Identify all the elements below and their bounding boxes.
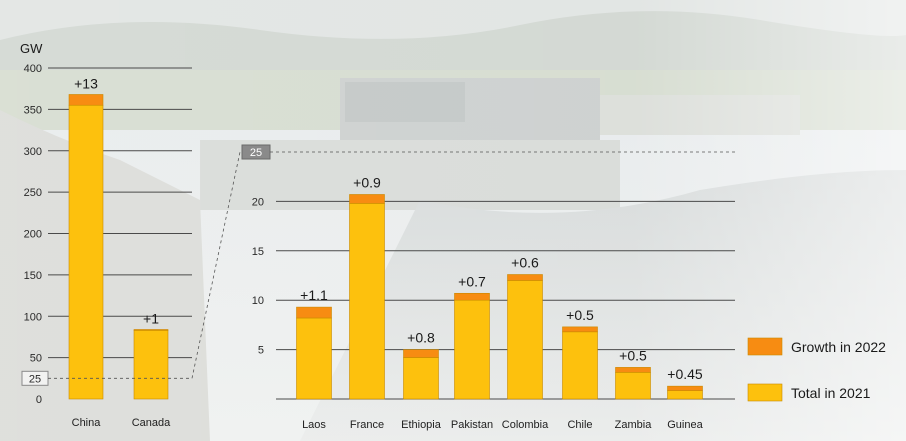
left-y-tick-label: 350: [24, 104, 42, 116]
right-y-tick-label: 20: [252, 196, 264, 208]
bar-total-2021: [349, 203, 385, 400]
left-y-tick-label: 100: [24, 311, 42, 323]
right-y-tick-label: 15: [252, 246, 264, 258]
bar-data-label: +1: [143, 310, 159, 326]
bar-data-label: +13: [74, 75, 98, 91]
bar-total-2021: [615, 372, 651, 400]
bar-growth-2022: [296, 306, 332, 319]
bar-data-label: +0.9: [353, 174, 381, 190]
bar-data-label: +0.7: [458, 273, 486, 289]
left-y-tick-label: 250: [24, 187, 42, 199]
bar-data-label: +0.5: [619, 347, 647, 363]
bar-data-label: +0.5: [566, 307, 594, 323]
left-y-tick-label: 400: [24, 63, 42, 75]
bar-total-2021: [507, 280, 543, 400]
x-category-label: Ethiopia: [401, 419, 442, 431]
left-y-tick-label: 150: [24, 270, 42, 282]
y-unit-label: GW: [20, 41, 43, 56]
bar-total-2021: [296, 317, 332, 400]
bar-data-label: +0.6: [511, 255, 539, 271]
left-y-tick-label: 200: [24, 229, 42, 241]
bar-growth-2022: [68, 94, 104, 106]
bar-growth-2022: [454, 292, 490, 301]
bar-growth-2022: [615, 367, 651, 373]
bar-total-2021: [454, 299, 490, 400]
bar-growth-2022: [507, 274, 543, 281]
legend-swatch: [747, 383, 783, 402]
bar-data-label: +0.8: [407, 330, 435, 346]
plot-layer: 0 50 100 150 200 250 300 350 400 GW +13 China +1 Cana…: [20, 41, 886, 431]
right-y-tick-label: 10: [252, 295, 264, 307]
left-y-tick-label: 300: [24, 146, 42, 158]
bar-total-2021: [133, 330, 169, 400]
legend-label: Growth in 2022: [791, 339, 886, 355]
bar-data-label: +0.45: [667, 366, 703, 382]
zoom-marker-label: 25: [29, 373, 41, 385]
right-y-tick-label: 5: [258, 345, 264, 357]
left-y-tick-label: 0: [36, 394, 42, 406]
x-category-label: China: [72, 417, 102, 429]
bar-total-2021: [667, 390, 703, 400]
zoom-marker-label: 25: [250, 147, 262, 159]
x-category-label: Canada: [132, 417, 171, 429]
bar-growth-2022: [667, 385, 703, 391]
bar-growth-2022: [349, 194, 385, 204]
legend-swatch: [747, 337, 783, 356]
x-category-label: Laos: [302, 419, 326, 431]
legend-label: Total in 2021: [791, 385, 871, 401]
x-category-label: Guinea: [667, 419, 703, 431]
x-category-label: Colombia: [502, 419, 549, 431]
bar-growth-2022: [562, 326, 598, 333]
bar-growth-2022: [133, 329, 169, 331]
x-category-label: Pakistan: [451, 419, 493, 431]
left-y-tick-label: 50: [30, 353, 42, 365]
x-category-label: Chile: [567, 419, 592, 431]
bar-total-2021: [68, 104, 104, 400]
bar-total-2021: [403, 357, 439, 400]
bar-growth-2022: [403, 349, 439, 358]
bar-total-2021: [562, 331, 598, 400]
x-category-label: France: [350, 419, 384, 431]
zoom-connector-line: [191, 151, 241, 379]
x-category-label: Zambia: [615, 419, 653, 431]
bar-data-label: +1.1: [300, 287, 328, 303]
